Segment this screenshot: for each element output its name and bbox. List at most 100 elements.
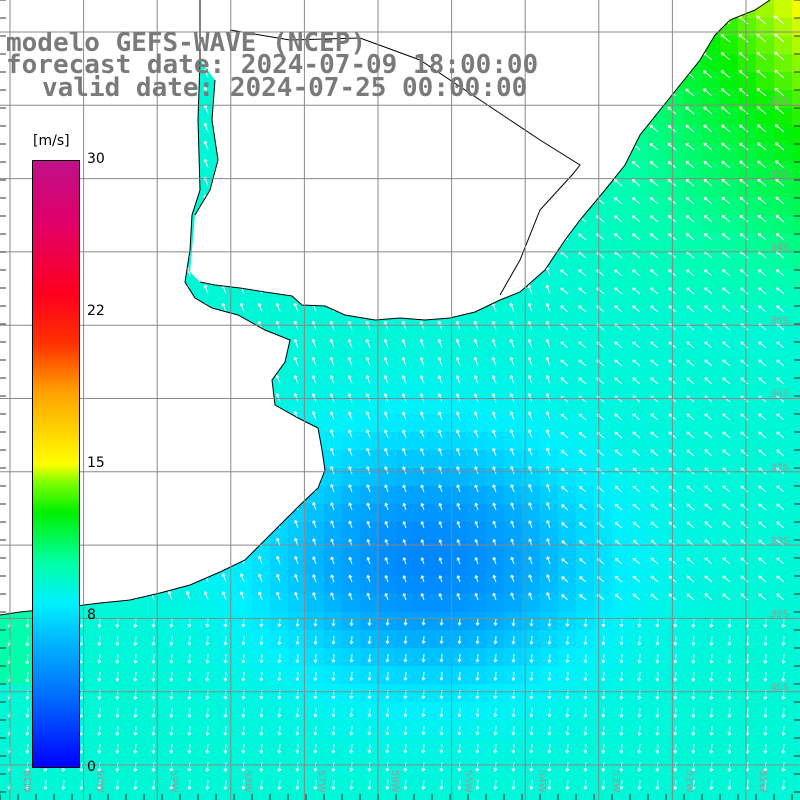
field-cell [774, 0, 793, 19]
field-cell [792, 702, 800, 721]
field-cell [684, 90, 703, 109]
field-cell [792, 108, 800, 127]
wind-arrow [331, 761, 336, 772]
wind-arrow [632, 503, 641, 511]
wind-arrow [312, 574, 317, 583]
field-cell [396, 504, 415, 523]
wind-arrow [474, 520, 479, 529]
field-cell [306, 504, 325, 523]
wind-arrow [295, 743, 300, 754]
wind-arrow [632, 377, 641, 385]
wind-arrow [509, 356, 515, 367]
field-cell [270, 306, 289, 325]
wind-arrow [776, 359, 785, 367]
wind-arrow [529, 635, 534, 645]
wind-arrow [774, 124, 785, 133]
wind-arrow [511, 743, 516, 754]
field-cell [792, 324, 800, 343]
field-cell [450, 432, 469, 451]
wind-arrow [528, 502, 533, 511]
wind-arrow [492, 574, 497, 583]
wind-arrow [560, 341, 569, 349]
wind-arrow [613, 179, 623, 187]
wind-arrow [758, 287, 767, 295]
field-cell [504, 450, 523, 469]
field-cell [432, 576, 451, 595]
field-cell [720, 342, 739, 361]
wind-arrow [438, 575, 443, 583]
wind-arrow [686, 341, 695, 349]
wind-arrow [455, 411, 461, 421]
field-cell [684, 108, 703, 127]
wind-arrow [631, 215, 641, 223]
field-cell [270, 576, 289, 595]
field-cell [756, 504, 775, 523]
wind-arrow [578, 341, 587, 349]
field-cell [702, 288, 721, 307]
field-cell [468, 414, 487, 433]
field-cell [576, 504, 595, 523]
wind-arrow [97, 671, 102, 682]
field-cell [720, 540, 739, 559]
wind-arrow [187, 671, 192, 682]
field-cell [720, 162, 739, 181]
wind-arrow [295, 635, 300, 645]
field-cell [720, 306, 739, 325]
field-cell [594, 558, 613, 577]
wind-arrow [438, 557, 443, 565]
wind-arrow [727, 635, 732, 646]
field-cell [738, 72, 757, 91]
field-cell [702, 522, 721, 541]
wind-arrow [632, 557, 641, 565]
wind-arrow [313, 761, 318, 772]
field-cell [666, 144, 685, 163]
wind-arrow [367, 671, 372, 681]
wind-arrow [758, 449, 767, 457]
field-cell [684, 288, 703, 307]
field-cell [612, 468, 631, 487]
wind-arrow [421, 671, 426, 681]
field-cell [756, 576, 775, 595]
field-cell [450, 396, 469, 415]
wind-arrow [347, 429, 353, 439]
wind-arrow [545, 374, 551, 385]
wind-arrow [529, 725, 534, 736]
wind-arrow [614, 359, 623, 367]
field-cell [270, 540, 289, 559]
wind-arrow [239, 573, 245, 583]
wind-arrow [740, 305, 749, 313]
wind-arrow [740, 377, 749, 385]
wind-arrow [547, 617, 552, 627]
field-cell [414, 396, 433, 415]
wind-arrow [311, 374, 317, 385]
field-cell [540, 450, 559, 469]
river-border [194, 29, 581, 296]
field-cell [594, 288, 613, 307]
field-cell [450, 414, 469, 433]
field-cell [360, 378, 379, 397]
field-cell [540, 378, 559, 397]
wind-arrow [511, 617, 516, 627]
wind-arrow [632, 233, 641, 241]
wind-arrow [438, 466, 443, 475]
field-cell [342, 432, 361, 451]
latitude-label: 40S [770, 682, 789, 693]
field-cell [648, 360, 667, 379]
field-cell [630, 342, 649, 361]
wind-arrow [691, 779, 696, 790]
wind-arrow [241, 743, 246, 754]
wind-arrow [649, 142, 659, 151]
wind-arrow [455, 356, 461, 367]
wind-arrow [528, 574, 533, 583]
wind-arrow [313, 671, 318, 681]
wind-arrow [455, 375, 461, 385]
wind-arrow [773, 15, 785, 25]
field-cell [702, 90, 721, 109]
field-cell [360, 792, 379, 800]
field-cell [630, 504, 649, 523]
field-cell [702, 792, 721, 800]
wind-arrow [781, 671, 786, 682]
field-cell [738, 270, 757, 289]
field-cell [288, 360, 307, 379]
